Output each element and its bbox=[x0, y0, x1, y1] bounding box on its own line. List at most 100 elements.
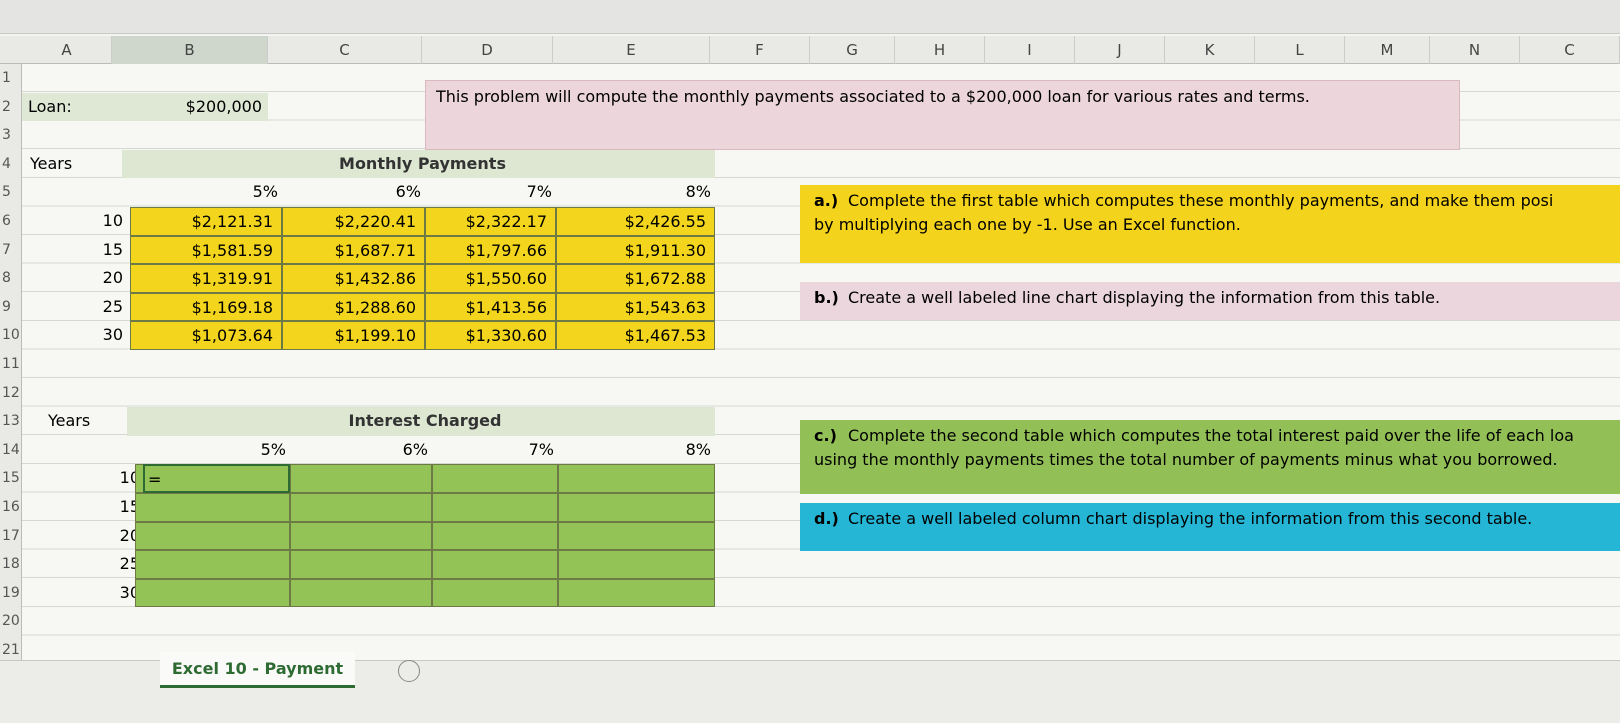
data-cell[interactable] bbox=[135, 578, 290, 608]
data-cell[interactable] bbox=[135, 493, 290, 522]
column-header[interactable]: J bbox=[1075, 36, 1165, 64]
year-cell[interactable]: 30 bbox=[119, 582, 140, 602]
data-cell[interactable]: $1,330.60 bbox=[425, 321, 556, 350]
column-header[interactable]: H bbox=[895, 36, 985, 64]
column-header[interactable]: B bbox=[112, 36, 268, 64]
year-cell[interactable]: 15 bbox=[102, 239, 123, 259]
row-header[interactable]: 6 bbox=[2, 213, 11, 229]
rate-header[interactable]: 6% bbox=[402, 439, 428, 459]
row-header[interactable]: 10 bbox=[2, 327, 20, 344]
data-cell[interactable]: $1,550.60 bbox=[425, 264, 556, 293]
column-header[interactable]: I bbox=[985, 36, 1075, 64]
data-cell[interactable] bbox=[558, 521, 715, 551]
data-cell[interactable] bbox=[290, 493, 432, 522]
data-cell[interactable]: $1,672.88 bbox=[556, 264, 715, 293]
data-cell[interactable]: $1,911.30 bbox=[556, 235, 715, 265]
row-header[interactable]: 9 bbox=[2, 298, 11, 315]
column-header[interactable]: D bbox=[422, 36, 553, 64]
row-header[interactable]: 8 bbox=[2, 270, 11, 287]
row-header[interactable]: 4 bbox=[2, 155, 11, 172]
row-header[interactable]: 19 bbox=[2, 584, 20, 601]
add-sheet-button[interactable] bbox=[398, 660, 420, 682]
data-cell[interactable]: $2,322.17 bbox=[425, 207, 556, 236]
row-header[interactable]: 3 bbox=[2, 127, 11, 144]
data-cell[interactable]: $1,797.66 bbox=[425, 235, 556, 265]
instruction-box: b.) Create a well labeled line chart disp… bbox=[800, 282, 1620, 320]
data-cell[interactable]: $1,413.56 bbox=[425, 292, 556, 322]
data-cell[interactable] bbox=[558, 550, 715, 579]
data-cell[interactable] bbox=[290, 550, 432, 579]
rate-header[interactable]: 5% bbox=[252, 182, 278, 202]
year-cell[interactable]: 10 bbox=[102, 211, 123, 230]
row-header[interactable]: 18 bbox=[2, 556, 20, 573]
column-header[interactable]: C bbox=[1520, 36, 1620, 64]
data-cell[interactable] bbox=[290, 521, 432, 551]
row-header[interactable]: 16 bbox=[2, 499, 20, 515]
column-header[interactable]: C bbox=[268, 36, 422, 64]
column-header[interactable]: A bbox=[22, 36, 112, 64]
column-header[interactable]: M bbox=[1345, 36, 1430, 64]
data-cell[interactable]: $1,073.64 bbox=[130, 321, 282, 350]
data-cell[interactable]: $2,121.31 bbox=[130, 207, 282, 236]
data-cell[interactable] bbox=[432, 550, 558, 579]
data-cell[interactable]: $2,220.41 bbox=[282, 207, 425, 236]
row-header[interactable]: 17 bbox=[2, 527, 20, 544]
data-cell[interactable]: $1,543.63 bbox=[556, 292, 715, 322]
data-cell[interactable] bbox=[135, 521, 290, 551]
column-header[interactable]: E bbox=[553, 36, 710, 64]
data-cell[interactable]: $2,426.55 bbox=[556, 207, 715, 236]
data-cell[interactable] bbox=[135, 550, 290, 579]
column-header[interactable]: F bbox=[710, 36, 810, 64]
year-cell[interactable]: 25 bbox=[119, 554, 140, 574]
rate-header[interactable]: 7% bbox=[528, 439, 554, 459]
data-cell[interactable]: $1,319.91 bbox=[130, 264, 282, 293]
row-header[interactable]: 2 bbox=[2, 98, 11, 115]
row-header[interactable]: 11 bbox=[2, 356, 20, 372]
rate-header[interactable]: 5% bbox=[260, 439, 286, 459]
row-header[interactable]: 20 bbox=[2, 613, 20, 630]
rate-header[interactable]: 8% bbox=[685, 439, 711, 459]
data-cell[interactable] bbox=[558, 578, 715, 608]
row-header[interactable]: 7 bbox=[2, 241, 11, 258]
data-cell[interactable] bbox=[432, 493, 558, 522]
column-header[interactable]: L bbox=[1255, 36, 1345, 64]
column-header[interactable]: K bbox=[1165, 36, 1255, 64]
data-cell[interactable] bbox=[558, 464, 715, 493]
row-header[interactable]: 5 bbox=[2, 184, 11, 201]
row-header[interactable]: 14 bbox=[2, 441, 20, 458]
year-cell[interactable]: 20 bbox=[102, 268, 123, 288]
data-cell[interactable]: $1,467.53 bbox=[556, 321, 715, 350]
row-header[interactable]: 15 bbox=[2, 470, 20, 487]
year-cell[interactable]: 20 bbox=[119, 525, 140, 545]
rate-header[interactable]: 6% bbox=[395, 182, 421, 202]
data-cell[interactable]: $1,687.71 bbox=[282, 235, 425, 265]
loan-amount[interactable]: $200,000 bbox=[112, 92, 268, 122]
data-cell[interactable] bbox=[558, 493, 715, 522]
data-cell[interactable]: $1,581.59 bbox=[130, 235, 282, 265]
data-cell[interactable] bbox=[432, 521, 558, 551]
column-header[interactable]: G bbox=[810, 36, 895, 64]
row-header[interactable]: 1 bbox=[2, 70, 11, 86]
row-header[interactable]: 13 bbox=[2, 413, 20, 430]
year-cell[interactable]: 15 bbox=[119, 497, 140, 516]
data-cell[interactable] bbox=[432, 464, 558, 493]
years-label: Years bbox=[30, 153, 73, 173]
row-header[interactable]: 21 bbox=[2, 642, 20, 658]
data-cell[interactable]: $1,288.60 bbox=[282, 292, 425, 322]
column-header[interactable]: N bbox=[1430, 36, 1520, 64]
year-cell[interactable]: 10 bbox=[119, 468, 140, 488]
data-cell[interactable] bbox=[432, 578, 558, 608]
instruction-label: b.) bbox=[814, 288, 839, 307]
row-header[interactable]: 12 bbox=[2, 384, 20, 401]
sheet-tab[interactable]: Excel 10 - Payment bbox=[160, 652, 355, 688]
active-cell[interactable]: = bbox=[143, 464, 290, 493]
data-cell[interactable] bbox=[290, 578, 432, 608]
data-cell[interactable]: $1,432.86 bbox=[282, 264, 425, 293]
rate-header[interactable]: 7% bbox=[526, 182, 552, 202]
data-cell[interactable]: $1,199.10 bbox=[282, 321, 425, 350]
year-cell[interactable]: 30 bbox=[102, 325, 123, 345]
data-cell[interactable]: $1,169.18 bbox=[130, 292, 282, 322]
rate-header[interactable]: 8% bbox=[685, 182, 711, 202]
data-cell[interactable] bbox=[290, 464, 432, 493]
year-cell[interactable]: 25 bbox=[102, 296, 123, 316]
